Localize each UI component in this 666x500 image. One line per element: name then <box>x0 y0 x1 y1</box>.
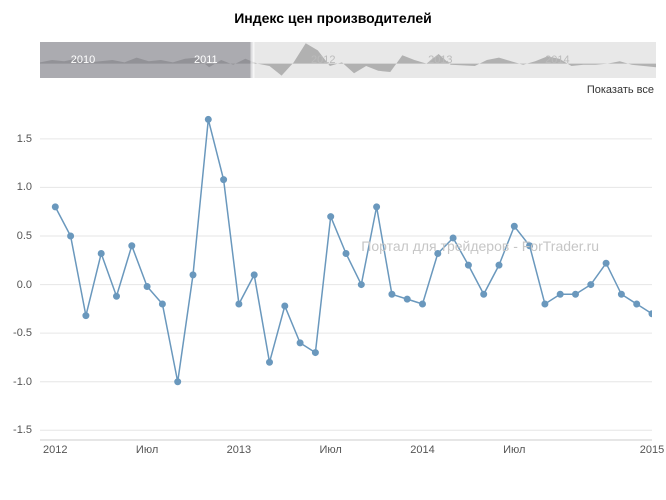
chart-container: Индекс цен производителей 20102011201220… <box>0 0 666 500</box>
x-axis-label: 2012 <box>43 444 67 456</box>
x-axis-label: Июл <box>136 444 158 456</box>
navigator-year-label: 2012 <box>311 54 335 66</box>
navigator-year-label: 2013 <box>428 54 452 66</box>
x-axis-label: Июл <box>503 444 525 456</box>
chart-title: Индекс цен производителей <box>0 0 666 26</box>
x-axis-label: 2013 <box>227 444 251 456</box>
y-axis-label: 0.0 <box>2 279 32 291</box>
y-axis-label: -0.5 <box>2 327 32 339</box>
y-axis-label: -1.5 <box>2 424 32 436</box>
x-axis-label: Июл <box>320 444 342 456</box>
x-axis-label: 2015 <box>640 444 664 456</box>
show-all-link[interactable]: Показать все <box>587 84 654 96</box>
range-navigator[interactable]: 2010 2011 2012 2013 2014 <box>40 42 656 78</box>
x-axis-label: 2014 <box>410 444 434 456</box>
main-chart: Портал для трейдеров - ForTrader.ru -1.5… <box>40 100 652 460</box>
navigator-year-label: 2014 <box>545 54 569 66</box>
navigator-year-label: 2011 <box>194 54 218 66</box>
y-axis-label: -1.0 <box>2 376 32 388</box>
navigator-year-label: 2010 <box>71 54 95 66</box>
y-axis-label: 1.0 <box>2 181 32 193</box>
chart-svg <box>40 100 652 460</box>
y-axis-label: 0.5 <box>2 230 32 242</box>
y-axis-label: 1.5 <box>2 133 32 145</box>
